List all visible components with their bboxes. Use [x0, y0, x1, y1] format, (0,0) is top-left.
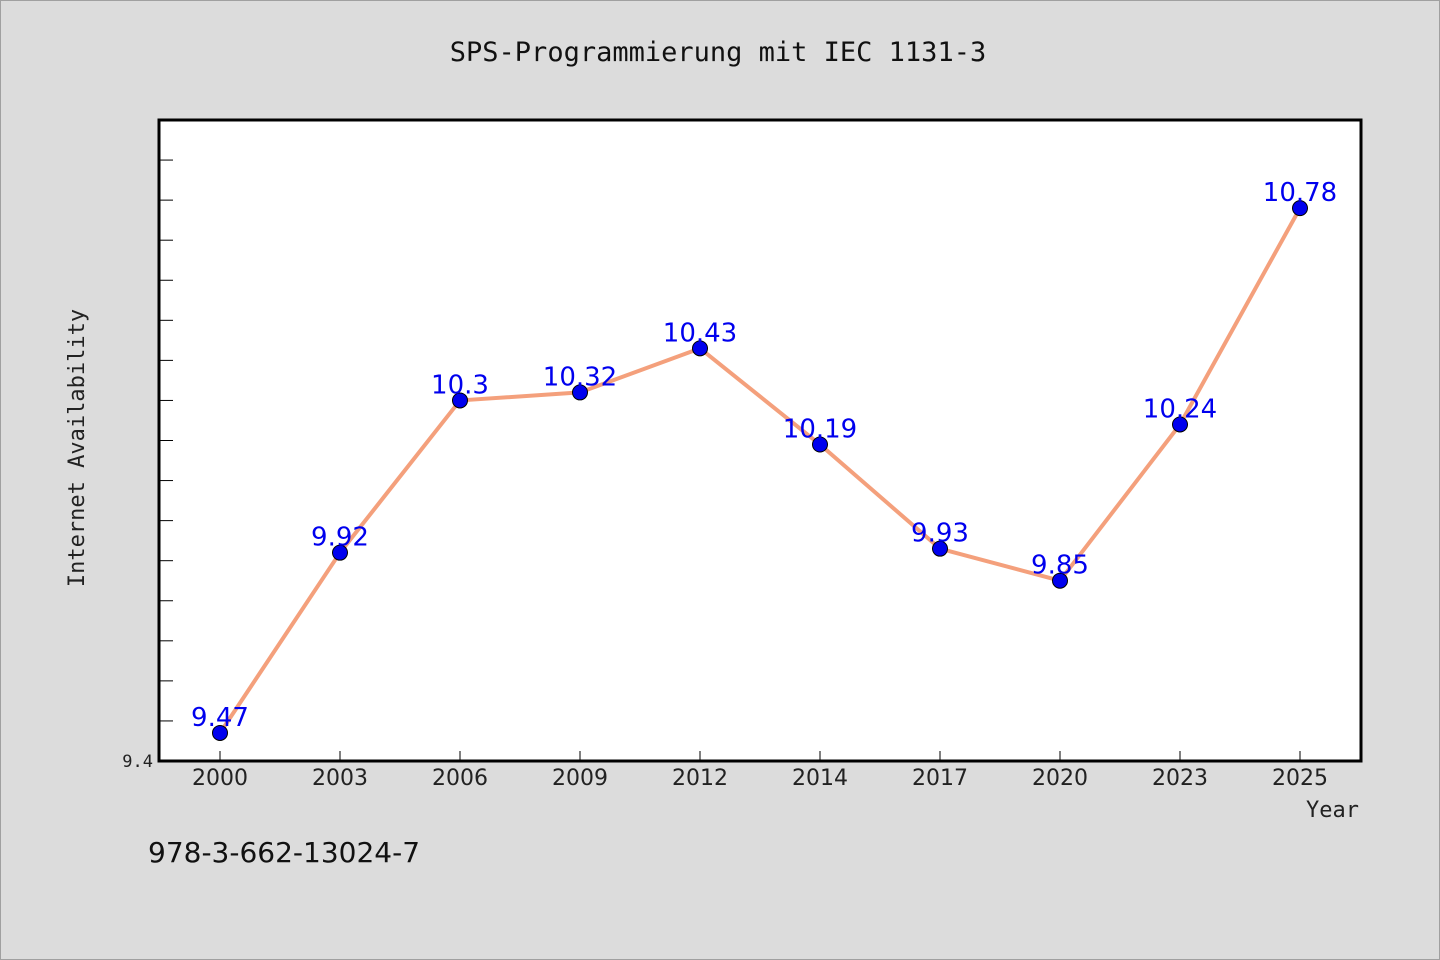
plot-frame: [157, 118, 1363, 763]
data-point: [812, 436, 828, 453]
data-point: [692, 340, 708, 357]
plot-area: [159, 120, 1361, 761]
data-label: 9.85: [1031, 551, 1089, 581]
data-point: [572, 384, 588, 401]
data-point: [1172, 416, 1188, 433]
data-label: 9.93: [911, 519, 969, 549]
data-label: 10.43: [663, 318, 737, 348]
x-tick-label: 2009: [552, 766, 608, 791]
x-tick-label: 2003: [312, 766, 368, 791]
data-point: [452, 392, 468, 409]
data-label: 10.78: [1263, 178, 1337, 208]
data-label: 10.24: [1143, 394, 1217, 424]
data-point: [932, 540, 948, 557]
x-tick-label: 2014: [792, 766, 848, 791]
x-axis-title: Year: [1306, 798, 1359, 823]
x-axis-tick-labels: 2000 2003 2006 2009 2012 2014 2017 2020 2023 2025: [192, 766, 1328, 791]
data-label: 10.19: [783, 415, 857, 445]
data-label: 9.47: [191, 703, 249, 733]
y-axis-ticks: [159, 159, 173, 722]
data-label: 9.92: [311, 523, 369, 553]
x-tick-label: 2025: [1272, 766, 1328, 791]
data-labels: 9.47 9.92 10.3 10.32 10.43 10.19 9.93 9.85 10.24…: [191, 178, 1337, 733]
x-tick-label: 2000: [192, 766, 248, 791]
y-axis-title: Internet Availability: [65, 309, 90, 587]
x-axis-ticks: [219, 751, 1301, 761]
x-tick-label: 2020: [1032, 766, 1088, 791]
series-line: [218, 206, 1302, 735]
data-point: [212, 724, 228, 741]
x-tick-label: 2012: [672, 766, 728, 791]
data-point: [1052, 572, 1068, 589]
data-point: [332, 544, 348, 561]
data-label: 10.32: [543, 362, 617, 392]
y-tick-label: 9.4: [122, 752, 153, 772]
x-tick-label: 2017: [912, 766, 968, 791]
footer-code: 978-3-662-13024-7: [148, 836, 420, 869]
chart-title: SPS-Programmierung mit IEC 1131-3: [450, 37, 986, 68]
data-markers: [212, 200, 1308, 741]
data-point: [1292, 200, 1308, 217]
y-axis-tick-labels: 9.4: [122, 752, 153, 772]
x-tick-label: 2006: [432, 766, 488, 791]
data-label: 10.3: [431, 370, 489, 400]
x-tick-label: 2023: [1152, 766, 1208, 791]
